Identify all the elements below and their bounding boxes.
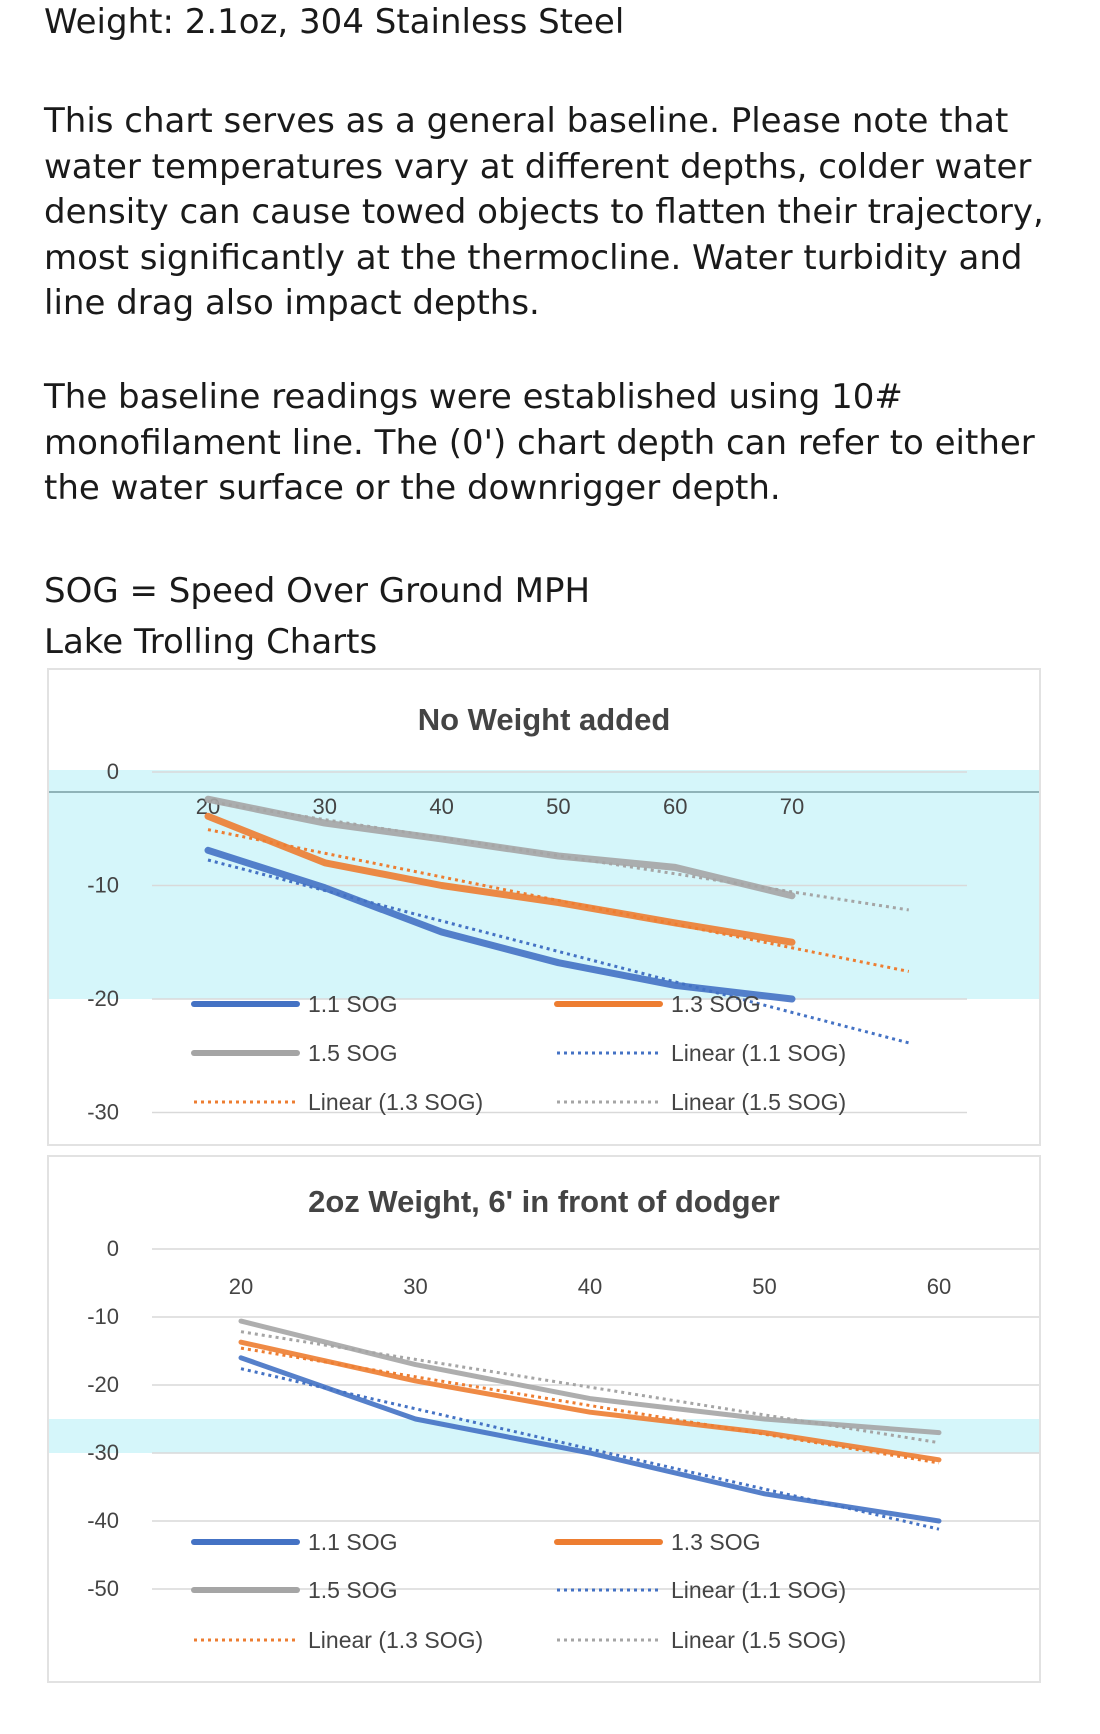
series-line [204,846,796,1003]
legend-label: 1.5 SOG [308,1040,397,1066]
legend-label: 1.3 SOG [671,991,760,1017]
x-tick-label: 40 [578,1274,602,1299]
y-tick-label: -10 [87,873,119,898]
x-tick-label: 30 [313,794,337,819]
x-tick-label: 50 [752,1274,776,1299]
x-tick-label: 60 [927,1274,951,1299]
y-tick-label: 0 [107,1236,119,1261]
chart-2oz-weight: 0 -10 -20 -30 -40 -50 20 30 40 50 60 2oz Weight, 6'… [47,1155,1041,1683]
y-tick-label: -20 [87,1372,119,1397]
y-tick-label: -40 [87,1508,119,1533]
series-line [238,1355,942,1524]
y-tick-label: -50 [87,1576,119,1601]
paragraph-line: line drag also impact depths. [44,283,540,323]
x-tick-label: 50 [546,794,570,819]
x-tick-label: 60 [663,794,687,819]
x-tick-label: 20 [229,1274,253,1299]
legend-label: Linear (1.1 SOG) [671,1040,846,1066]
y-tick-label: 0 [107,759,119,784]
paragraph-line: The baseline readings were established u… [44,377,903,417]
legend-label: 1.5 SOG [308,1577,397,1603]
x-tick-label: 70 [780,794,804,819]
legend-label: 1.1 SOG [308,1529,397,1555]
y-tick-label: -10 [87,1304,119,1329]
paragraph-line: monofilament line. The (0') chart depth … [44,422,1035,463]
paragraph-line: This chart serves as a general baseline.… [44,101,1009,141]
chart-no-weight: 0 -10 -20 -30 20 30 40 50 60 70 No Weight added 1.1… [47,668,1041,1146]
legend-label: Linear (1.5 SOG) [671,1089,846,1115]
legend-label: 1.1 SOG [308,991,397,1017]
paragraph-line: the water surface or the downrigger dept… [44,468,781,508]
baseline-paragraph: This chart serves as a general baseline.… [44,99,1044,327]
highlight-band [49,1419,1039,1453]
series-line [204,812,796,946]
legend-label: 1.3 SOG [671,1529,760,1555]
series-line [204,795,796,900]
charts-heading: Lake Trolling Charts [44,622,378,662]
trendline [207,800,910,912]
sog-definition: SOG = Speed Over Ground MPH [44,571,591,611]
legend-label: Linear (1.1 SOG) [671,1577,846,1603]
paragraph-line: water temperatures vary at different dep… [44,146,1032,187]
x-tick-label: 30 [403,1274,427,1299]
y-tick-label: -30 [87,1100,119,1125]
chart-title: No Weight added [418,702,671,737]
chart-title: 2oz Weight, 6' in front of dodger [308,1184,780,1219]
legend-label: Linear (1.3 SOG) [308,1089,483,1115]
y-tick-label: -30 [87,1440,119,1465]
series-line [238,1339,942,1463]
readings-paragraph: The baseline readings were established u… [44,375,1035,512]
series-line [238,1318,942,1436]
legend-label: Linear (1.3 SOG) [308,1627,483,1653]
paragraph-line: most significantly at the thermocline. W… [44,237,1023,278]
chart-2oz-weight-svg: 0 -10 -20 -30 -40 -50 20 30 40 50 60 2oz Weight, 6'… [49,1184,1039,1653]
weight-spec: Weight: 2.1oz, 304 Stainless Steel [44,2,625,42]
y-tick-label: -20 [87,986,119,1011]
x-tick-label: 40 [429,794,453,819]
paragraph-line: density can cause towed objects to flatt… [44,192,1044,232]
legend-label: Linear (1.5 SOG) [671,1627,846,1653]
